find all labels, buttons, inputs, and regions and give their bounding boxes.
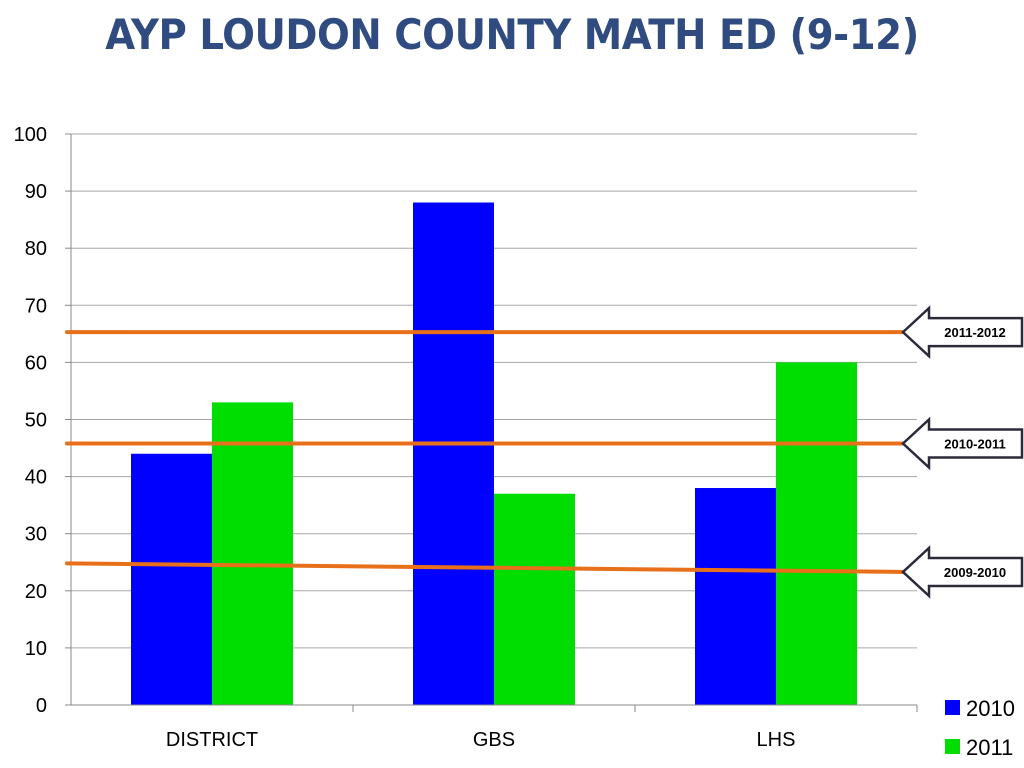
reference-callouts: 2011-2012 2010-2011 2009-2010 bbox=[901, 305, 1024, 599]
callout-label: 2010-2011 bbox=[944, 436, 1005, 451]
callout-arrow bbox=[901, 545, 1024, 599]
y-tick-label: 100 bbox=[14, 124, 47, 146]
callout-arrow bbox=[901, 305, 1024, 359]
bars bbox=[131, 202, 857, 705]
reference-line bbox=[65, 561, 907, 574]
page-title: AYP LOUDON COUNTY MATH ED (9-12) bbox=[105, 10, 919, 59]
callout-label: 2011-2012 bbox=[944, 325, 1005, 340]
y-tick-label: 40 bbox=[25, 467, 47, 489]
y-tick-label: 90 bbox=[25, 181, 47, 203]
x-axis-category-labels: DISTRICT GBS LHS bbox=[166, 729, 796, 751]
callout-label: 2009-2010 bbox=[944, 565, 1006, 580]
legend-label: 2011 bbox=[966, 735, 1013, 760]
reference-lines bbox=[65, 330, 907, 574]
y-tick-label: 10 bbox=[25, 638, 47, 660]
bar bbox=[494, 493, 575, 705]
bar bbox=[413, 202, 494, 705]
y-tick-label: 0 bbox=[36, 695, 47, 717]
legend: 2010 2011 bbox=[945, 696, 1015, 760]
bar bbox=[131, 453, 212, 705]
y-tick-label: 30 bbox=[25, 524, 47, 546]
y-axis-tick-labels: 0 10 20 30 40 50 60 70 80 90 100 bbox=[14, 124, 47, 717]
x-category-label: GBS bbox=[473, 729, 515, 751]
callout-arrow bbox=[901, 416, 1024, 471]
y-tick-label: 80 bbox=[25, 238, 47, 260]
y-tick-label: 20 bbox=[25, 581, 47, 603]
y-tick-label: 50 bbox=[25, 410, 47, 432]
axes bbox=[65, 133, 918, 712]
y-tick-label: 70 bbox=[25, 295, 47, 317]
bar bbox=[212, 402, 293, 705]
bar bbox=[695, 488, 776, 705]
bar bbox=[776, 362, 857, 705]
legend-swatch bbox=[945, 739, 960, 754]
y-tick-label: 60 bbox=[25, 352, 47, 374]
legend-label: 2010 bbox=[966, 696, 1015, 721]
legend-swatch bbox=[945, 700, 960, 715]
x-category-label: DISTRICT bbox=[166, 729, 258, 751]
x-category-label: LHS bbox=[757, 729, 796, 751]
